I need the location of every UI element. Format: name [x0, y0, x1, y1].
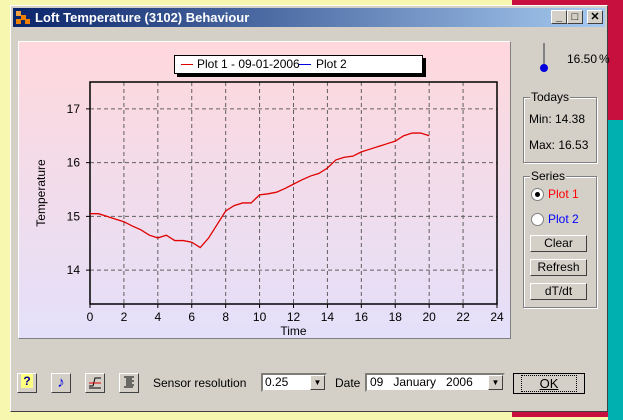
y-axis-label: Temperature [34, 159, 48, 227]
dialog-window: Loft Temperature (3102) Behaviour _ □ ✕ … [10, 5, 610, 412]
plot1-radio[interactable] [531, 188, 544, 201]
app-icon [16, 11, 30, 25]
help-button[interactable]: ? [17, 373, 37, 393]
y-tick-label: 15 [67, 209, 81, 223]
title-bar[interactable]: Loft Temperature (3102) Behaviour _ □ ✕ [13, 8, 605, 27]
temperature-unit: % [599, 52, 610, 66]
date-picker[interactable]: 09 January 2006 ▼ [365, 373, 505, 392]
window-title: Loft Temperature (3102) Behaviour [35, 10, 250, 25]
series-label: Series [530, 169, 567, 183]
current-temperature: 16.50 [567, 52, 598, 66]
x-tick-label: 6 [188, 310, 195, 324]
plot2-legend-swatch [299, 64, 311, 65]
todays-label: Todays [530, 90, 571, 104]
plot2-radio-label[interactable]: Plot 2 [548, 212, 579, 226]
list-button[interactable] [119, 373, 139, 393]
chevron-down-icon[interactable]: ▼ [310, 375, 325, 390]
sound-button[interactable]: ♪ [51, 373, 71, 393]
x-tick-label: 0 [87, 310, 94, 324]
x-tick-label: 18 [389, 310, 403, 324]
todays-min: Min: 14.38 [529, 112, 586, 126]
x-tick-label: 4 [154, 310, 161, 324]
thermometer-icon [543, 43, 545, 71]
x-tick-label: 16 [355, 310, 369, 324]
chevron-down-icon[interactable]: ▼ [488, 375, 503, 390]
x-tick-label: 22 [456, 310, 470, 324]
plot1-radio-label[interactable]: Plot 1 [548, 187, 579, 201]
sensor-resolution-label: Sensor resolution [153, 376, 247, 390]
plot1-legend-swatch [181, 64, 193, 65]
plot2-legend-label: Plot 2 [316, 57, 347, 71]
plot-area-border [89, 81, 498, 305]
graph-button[interactable] [85, 373, 105, 393]
minimize-button[interactable]: _ [551, 10, 567, 24]
list-icon [124, 376, 134, 388]
x-tick-label: 2 [121, 310, 128, 324]
close-button[interactable]: ✕ [587, 10, 603, 24]
chart-panel: Plot 1 - 09-01-2006 Plot 2 0 2 4 6 8 10 12 14 16… [18, 41, 511, 339]
x-tick-label: 12 [287, 310, 301, 324]
x-tick-label: 20 [422, 310, 436, 324]
ok-label: OK [520, 375, 578, 392]
plot1-legend-label: Plot 1 - 09-01-2006 [197, 57, 300, 71]
help-icon: ? [21, 374, 33, 388]
chart-legend: Plot 1 - 09-01-2006 Plot 2 [174, 55, 423, 74]
music-note-icon: ♪ [57, 374, 65, 391]
ok-button[interactable]: OK [513, 373, 585, 394]
x-tick-label: 24 [490, 310, 504, 324]
date-label: Date [335, 376, 361, 390]
sensor-resolution-select[interactable]: 0.25 ▼ [261, 373, 327, 392]
y-tick-label: 16 [67, 156, 81, 170]
x-tick-label: 14 [321, 310, 335, 324]
x-axis-label: Time [280, 324, 307, 338]
series-line-plot1 [90, 132, 430, 249]
thermometer-bulb [540, 64, 548, 72]
sensor-resolution-value: 0.25 [265, 375, 289, 389]
refresh-button[interactable]: Refresh [530, 259, 587, 276]
date-value: 09 January 2006 [370, 375, 473, 389]
todays-max: Max: 16.53 [529, 138, 589, 152]
graph-icon [89, 377, 101, 389]
todays-group: Todays Min: 14.38 Max: 16.53 [523, 90, 597, 163]
dtdt-button[interactable]: dT/dt [530, 283, 587, 300]
x-tick-label: 8 [222, 310, 229, 324]
maximize-button[interactable]: □ [567, 10, 583, 24]
x-tick-label: 10 [253, 310, 267, 324]
series-group: Series Plot 1 Plot 2 Clear Refresh dT/dt [523, 169, 597, 308]
y-tick-label: 14 [67, 263, 81, 277]
temperature-chart: 0 2 4 6 8 10 12 14 16 18 20 22 2414151617TimeTempera… [34, 81, 504, 338]
background-window-teal [608, 120, 623, 420]
y-tick-label: 17 [67, 102, 81, 116]
clear-button[interactable]: Clear [530, 235, 587, 252]
plot2-radio[interactable] [531, 213, 544, 226]
